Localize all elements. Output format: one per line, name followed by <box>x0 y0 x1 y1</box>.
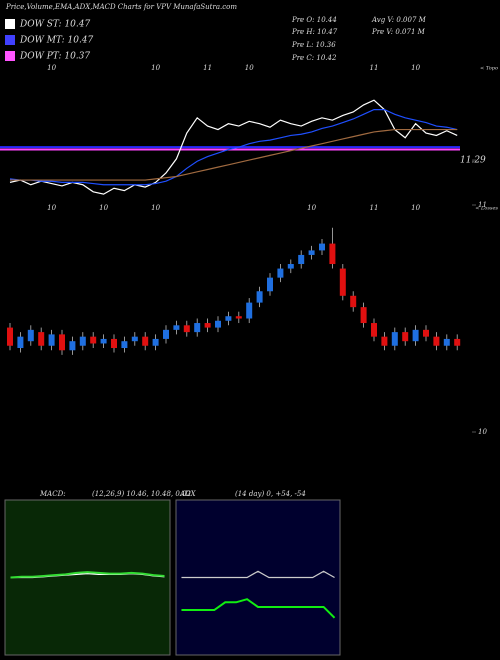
candle-body <box>339 268 346 296</box>
x-tick-label: 11 <box>370 204 379 212</box>
candle-body <box>267 277 273 292</box>
candle-body <box>204 323 211 328</box>
candle-body <box>69 341 76 351</box>
x-tick-label: 11 <box>203 64 212 72</box>
x-tick-label: 10 <box>411 204 420 212</box>
x-tick-label: 10 <box>411 64 420 72</box>
y-tick-label: 11.29 <box>460 156 486 166</box>
candle-body <box>350 295 357 308</box>
x-tick-label: 10 <box>99 204 108 212</box>
candle-body <box>100 338 107 344</box>
candle-body <box>121 341 128 349</box>
candle-body <box>402 332 409 342</box>
candle-body <box>412 329 419 342</box>
candle-body <box>235 316 242 319</box>
stat: Pre C: 10.42 <box>291 54 337 62</box>
x-tick-label: 10 <box>47 64 56 72</box>
series-line <box>10 128 458 181</box>
candle-body <box>111 338 117 349</box>
legend-swatch <box>5 35 15 45</box>
candle-body <box>246 302 253 319</box>
candle-body <box>183 325 190 333</box>
x-tick-label: 11 <box>370 64 379 72</box>
candle-body <box>131 336 138 342</box>
x-tick-label: 10 <box>307 204 316 212</box>
legend-label: DOW MT: 10.47 <box>19 36 94 46</box>
candle-body <box>319 243 325 251</box>
series-line <box>9 109 458 186</box>
candle-body <box>225 316 232 321</box>
candle-body <box>215 320 221 328</box>
panel-title: MACD: <box>39 490 66 498</box>
series-line <box>181 570 335 579</box>
candle-body <box>433 336 440 346</box>
candle-body <box>27 329 34 342</box>
stat: Avg V: 0.007 M <box>371 16 427 24</box>
candle-body <box>443 338 450 346</box>
candle-body <box>38 332 45 346</box>
candle-body <box>308 250 315 255</box>
candle-body <box>194 323 201 333</box>
series-line <box>10 571 165 579</box>
candle-body <box>142 336 149 346</box>
y-tick-label: 11 <box>478 201 487 209</box>
stat: Pre H: 10.47 <box>291 28 338 36</box>
candle-body <box>90 336 97 344</box>
candle-body <box>277 268 284 278</box>
candle-body <box>298 254 305 265</box>
legend-swatch <box>5 51 15 61</box>
panel-params: (14 day) 0, +54, -54 <box>235 490 306 498</box>
candle-body <box>152 338 159 346</box>
series-line <box>181 598 336 619</box>
candle-body <box>17 336 24 349</box>
candle-body <box>329 243 336 265</box>
candle-body <box>454 338 461 346</box>
candle-body <box>256 291 263 303</box>
candle-body <box>287 264 294 269</box>
x-tick-label: 10 <box>245 64 254 72</box>
candle-body <box>391 332 398 346</box>
candle-body <box>360 307 367 324</box>
candle-body <box>173 325 180 330</box>
legend-label: DOW ST: 10.47 <box>19 20 90 30</box>
candle-body <box>423 329 429 337</box>
candle-body <box>163 329 169 339</box>
candle-body <box>371 323 377 337</box>
y-tick-label: 10 <box>478 428 487 436</box>
chart-title: Price,Volume,EMA,ADX,MACD Charts for VPV… <box>5 3 237 11</box>
legend-swatch <box>5 19 15 29</box>
stat: Pre O: 10.44 <box>291 16 337 24</box>
candle-body <box>59 334 65 351</box>
candle-body <box>79 336 86 346</box>
stat: Pre L: 10.36 <box>291 41 336 49</box>
candle-body <box>48 334 55 346</box>
x-tick-label: 10 <box>47 204 56 212</box>
stat: Pre V: 0.071 M <box>371 28 426 36</box>
candle-body <box>7 327 13 346</box>
x-tick-label: 10 <box>151 204 160 212</box>
series-line <box>9 99 458 195</box>
axis-note: < Losses <box>475 206 498 212</box>
panel-params: (12,26,9) 10.46, 10.48, 0.02 <box>92 490 192 498</box>
candle-body <box>381 336 388 346</box>
x-tick-label: 10 <box>151 64 160 72</box>
panel-title: ADX <box>179 490 197 498</box>
legend-label: DOW PT: 10.37 <box>19 52 90 62</box>
axis-note: < Topo <box>480 66 498 72</box>
